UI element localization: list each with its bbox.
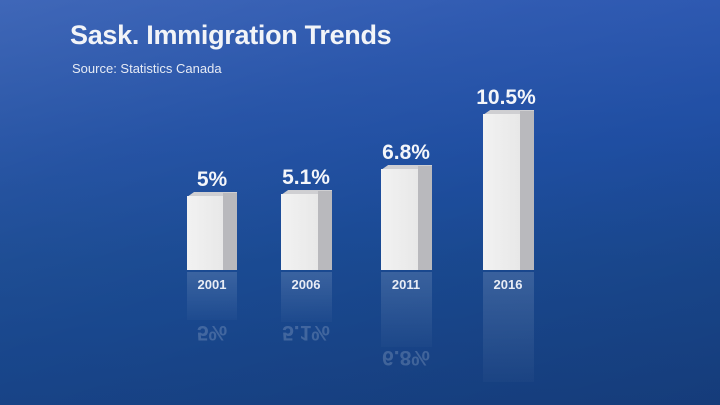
bar-top-face <box>187 192 237 197</box>
bar-reflection <box>483 272 534 382</box>
chart-title: Sask. Immigration Trends <box>70 20 392 50</box>
value-label: 10.5% <box>476 86 536 109</box>
bar-reflection <box>281 272 332 322</box>
value-reflection: 5.1% <box>282 321 330 344</box>
bar-front-face <box>281 194 318 270</box>
bar-reflection <box>381 272 432 347</box>
value-reflection: 5% <box>196 321 228 344</box>
bar-front-face <box>187 196 223 270</box>
bar-front-face <box>483 114 520 270</box>
bar-side-face <box>318 191 332 270</box>
value-label: 5% <box>196 168 228 191</box>
bar-side-face <box>223 193 237 270</box>
category-label: 2001 <box>197 277 227 292</box>
bar-top-face <box>483 110 534 115</box>
category-label: 2006 <box>291 277 321 292</box>
bar-side-face <box>418 166 432 270</box>
category-label: 2016 <box>493 277 523 292</box>
bar-reflection <box>187 272 237 320</box>
bar-side-face <box>520 111 534 270</box>
value-label: 5.1% <box>282 166 330 189</box>
value-reflection: 6.8% <box>382 346 430 369</box>
value-label: 6.8% <box>382 141 430 164</box>
category-label: 2011 <box>391 277 421 292</box>
bar-top-face <box>281 190 332 195</box>
bar-top-face <box>381 165 432 170</box>
chart-source: Source: Statistics Canada <box>72 61 222 76</box>
bar-front-face <box>381 169 418 270</box>
